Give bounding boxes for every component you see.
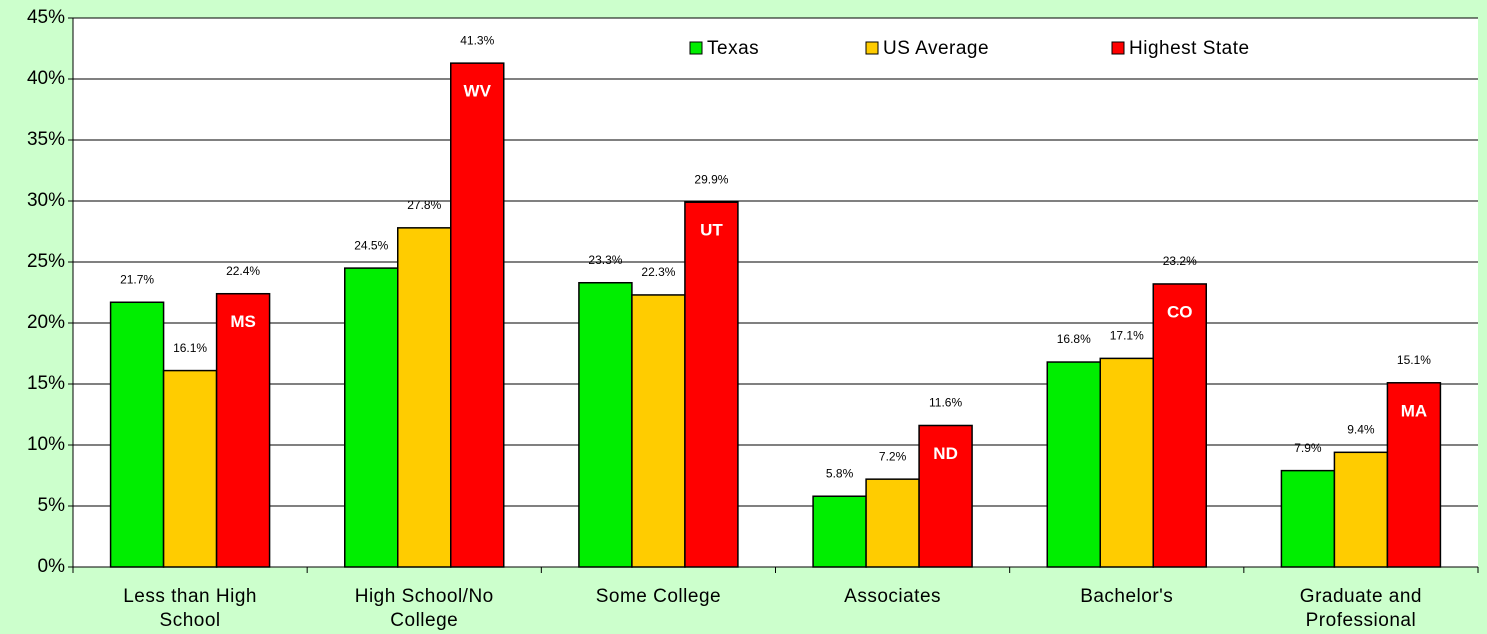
value-label: 7.2% xyxy=(879,449,907,463)
inner-label: CO xyxy=(1167,302,1193,321)
x-tick-label: Bachelor's xyxy=(1080,586,1174,607)
bar xyxy=(450,62,505,568)
bar xyxy=(344,267,399,568)
value-label: 16.1% xyxy=(173,341,207,355)
inner-label: ND xyxy=(933,444,958,463)
legend-swatch xyxy=(1111,41,1125,55)
value-label: 11.6% xyxy=(929,396,962,410)
value-label: 22.3% xyxy=(641,265,675,279)
value-label: 21.7% xyxy=(120,272,154,286)
value-label: 7.9% xyxy=(1294,441,1322,455)
bar xyxy=(865,478,920,568)
y-tick-label: 35% xyxy=(27,129,65,150)
inner-label: WV xyxy=(464,82,492,101)
value-label: 17.1% xyxy=(1110,329,1144,343)
bar xyxy=(1099,357,1154,568)
bar xyxy=(1333,451,1389,568)
inner-label: MA xyxy=(1401,401,1427,420)
y-tick-label: 25% xyxy=(27,251,65,272)
y-tick-label: 0% xyxy=(38,556,66,577)
value-label: 9.4% xyxy=(1347,422,1375,436)
value-label: 15.1% xyxy=(1397,353,1431,367)
bar xyxy=(1386,382,1442,568)
legend-swatch xyxy=(689,41,703,55)
x-tick-label: Some College xyxy=(595,586,722,607)
bar xyxy=(162,369,218,568)
bar xyxy=(1280,469,1336,568)
bar xyxy=(631,294,686,568)
bar xyxy=(684,201,739,568)
inner-label: UT xyxy=(700,221,723,240)
value-label: 41.3% xyxy=(460,33,494,47)
value-label: 29.9% xyxy=(694,172,728,186)
legend-swatch xyxy=(865,41,879,55)
plot-area xyxy=(73,18,1478,567)
value-label: 22.4% xyxy=(226,264,260,278)
y-tick-label: 20% xyxy=(27,312,65,333)
bar xyxy=(812,495,867,568)
x-tick-label: High School/No College xyxy=(354,586,494,631)
bar xyxy=(578,281,633,568)
legend-label: Texas xyxy=(707,38,759,59)
y-tick-label: 40% xyxy=(27,68,65,89)
bar xyxy=(215,292,271,568)
inner-label: MS xyxy=(230,312,256,331)
bar xyxy=(918,424,973,568)
y-tick-label: 5% xyxy=(38,495,66,516)
bar xyxy=(1046,361,1101,568)
x-tick-label: Graduate and Professional xyxy=(1299,586,1422,631)
value-label: 27.8% xyxy=(407,198,441,212)
value-label: 24.5% xyxy=(354,238,388,252)
y-tick-label: 10% xyxy=(27,434,65,455)
bar xyxy=(109,301,165,568)
x-tick-label: Less than High School xyxy=(123,586,257,631)
legend-label: Highest State xyxy=(1129,38,1250,59)
bar xyxy=(397,227,452,568)
y-tick-label: 15% xyxy=(27,373,65,394)
y-tick-label: 45% xyxy=(27,7,65,28)
value-label: 23.2% xyxy=(1163,254,1197,268)
legend-label: US Average xyxy=(883,38,989,59)
y-tick-label: 30% xyxy=(27,190,65,211)
x-tick-label: Associates xyxy=(844,586,942,607)
bar xyxy=(1152,283,1207,568)
value-label: 16.8% xyxy=(1057,332,1091,346)
value-label: 23.3% xyxy=(588,253,622,267)
value-label: 5.8% xyxy=(826,466,854,480)
